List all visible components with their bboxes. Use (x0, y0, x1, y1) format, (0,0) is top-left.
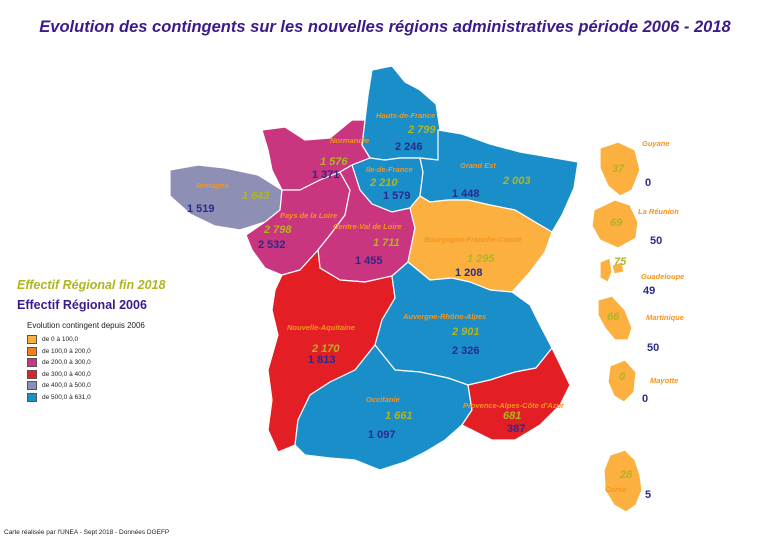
label-2006-nouvelle-aquitaine: 1 813 (308, 354, 336, 366)
legend-label: de 0 à 100,0 (42, 336, 79, 344)
label-name-reunion: La Réunion (638, 207, 679, 216)
legend-row: de 0 à 100,0 (27, 334, 145, 346)
label-name-corse: Corse (605, 485, 626, 494)
label-2018-bourgogne-franche-comte: 1 295 (467, 253, 495, 265)
label-name-guadeloupe: Guadeloupe (641, 272, 684, 281)
credit-text: Carte réalisée par l'UNEA - Sept 2018 - … (4, 529, 170, 536)
region-corse[interactable] (603, 449, 643, 513)
label-name-grand-est: Grand Est (460, 161, 496, 170)
label-2006-centre-val-de-loire: 1 455 (355, 255, 383, 267)
label-2006-guadeloupe: 49 (643, 285, 655, 297)
label-2018-grand-est: 2 003 (502, 175, 531, 187)
legend-row: de 200,0 à 300,0 (27, 357, 145, 369)
label-name-occitanie: Occitanie (366, 395, 400, 404)
legend-heading-2006: Effectif Régional 2006 (17, 298, 147, 312)
legend-label: de 100,0 à 200,0 (42, 347, 91, 355)
label-2006-occitanie: 1 097 (368, 429, 396, 441)
legend-label: de 300,0 à 400,0 (42, 370, 91, 378)
map-title: Evolution des contingents sur les nouvel… (39, 18, 731, 36)
label-2006-guyane: 0 (645, 177, 651, 189)
region-guyane[interactable] (599, 141, 641, 197)
region-auvergne-rhone-alpes[interactable] (374, 261, 553, 386)
legend-label: de 500,0 à 631,0 (42, 393, 91, 401)
region-martinique[interactable] (597, 295, 633, 341)
label-2018-mayotte: 0 (619, 371, 626, 383)
legend-row: de 500,0 à 631,0 (27, 392, 145, 404)
label-2018-nouvelle-aquitaine: 2 170 (311, 343, 340, 355)
label-name-auvergne-rhone-alpes: Auvergne-Rhône-Alpes (402, 312, 486, 321)
label-2006-hauts-de-france: 2 246 (395, 141, 423, 153)
legend-label: de 400,0 à 500,0 (42, 382, 91, 390)
label-2018-corse: 28 (619, 469, 633, 481)
label-2006-grand-est: 1 448 (452, 188, 480, 200)
region-paca[interactable] (461, 347, 571, 441)
legend-swatch (27, 346, 37, 356)
label-name-mayotte: Mayotte (650, 376, 678, 385)
legend-row: de 400,0 à 500,0 (27, 380, 145, 392)
label-2018-pays-de-la-loire: 2 798 (263, 224, 292, 236)
label-2018-occitanie: 1 661 (385, 410, 413, 422)
label-name-bretagne: Bretagne (196, 181, 229, 190)
label-2018-paca: 681 (503, 410, 521, 422)
label-2006-bretagne: 1 519 (187, 203, 215, 215)
legend-swatch (27, 392, 37, 402)
label-name-nouvelle-aquitaine: Nouvelle-Aquitaine (287, 323, 355, 332)
label-2006-bourgogne-franche-comte: 1 208 (455, 267, 483, 279)
region-occitanie[interactable] (294, 344, 473, 471)
label-name-centre-val-de-loire: Centre-Val de Loire (333, 222, 402, 231)
label-2006-pays-de-la-loire: 2 532 (258, 239, 286, 251)
label-name-paca: Provence-Alpes-Côte d'Azur (463, 401, 565, 410)
label-2018-centre-val-de-loire: 1 711 (373, 237, 400, 249)
label-2006-paca: 387 (507, 423, 525, 435)
legend-row: de 300,0 à 400,0 (27, 369, 145, 381)
legend-swatch (27, 381, 37, 391)
label-2018-normandie: 1 576 (320, 156, 348, 168)
label-2006-reunion: 50 (650, 235, 662, 247)
label-2006-martinique: 50 (647, 342, 659, 354)
label-name-normandie: Normandie (330, 136, 369, 145)
label-2018-ile-de-france: 2 210 (369, 177, 398, 189)
label-2018-hauts-de-france: 2 799 (407, 124, 436, 136)
label-name-martinique: Martinique (646, 313, 684, 322)
label-2018-reunion: 69 (610, 217, 623, 229)
legend-swatch (27, 335, 37, 345)
label-name-pays-de-la-loire: Pays de la Loire (280, 211, 337, 220)
label-2018-guyane: 37 (612, 163, 625, 175)
legend-title: Evolution contingent depuis 2006 (27, 321, 145, 330)
label-2018-guadeloupe: 75 (614, 256, 627, 268)
label-name-ile-de-france: Ile-de-France (366, 165, 413, 174)
label-name-hauts-de-france: Hauts-de-France (376, 111, 435, 120)
label-2006-mayotte: 0 (642, 393, 648, 405)
legend-heading-2018: Effectif Régional fin 2018 (17, 278, 166, 292)
region-mayotte[interactable] (607, 359, 637, 403)
label-name-bourgogne-franche-comte: Bourgogne-Franche-Comté (424, 235, 522, 244)
label-2006-ile-de-france: 1 579 (383, 190, 411, 202)
region-reunion[interactable] (591, 199, 639, 249)
legend-swatch (27, 369, 37, 379)
region-guadeloupe[interactable] (599, 257, 625, 283)
label-2006-auvergne-rhone-alpes: 2 326 (452, 345, 480, 357)
label-2018-bretagne: 1 643 (242, 190, 270, 202)
legend: Evolution contingent depuis 2006 de 0 à … (27, 321, 145, 403)
region-labels: Hauts-de-France 2 799 2 246 Normandie 1 … (187, 111, 684, 501)
label-2006-normandie: 1 371 (312, 169, 340, 181)
legend-swatch (27, 358, 37, 368)
label-2018-auvergne-rhone-alpes: 2 901 (451, 326, 480, 338)
legend-row: de 100,0 à 200,0 (27, 346, 145, 358)
label-2006-corse: 5 (645, 489, 651, 501)
label-2018-martinique: 66 (607, 311, 620, 323)
legend-label: de 200,0 à 300,0 (42, 359, 91, 367)
label-name-guyane: Guyane (642, 139, 670, 148)
